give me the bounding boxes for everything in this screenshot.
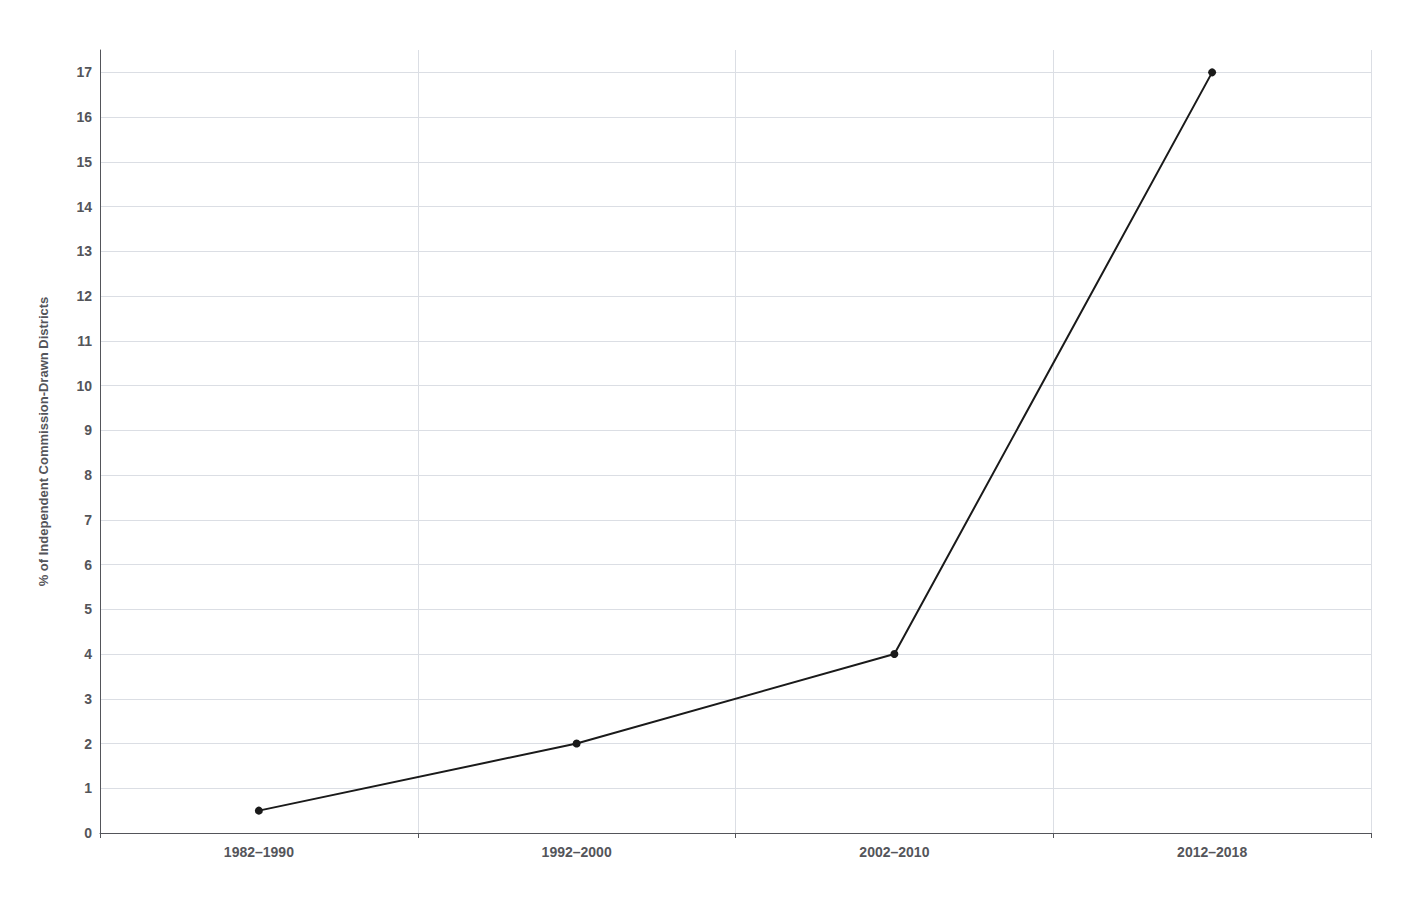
- svg-text:15: 15: [76, 154, 92, 170]
- svg-text:16: 16: [76, 109, 92, 125]
- svg-text:12: 12: [76, 288, 92, 304]
- svg-text:% of Independent Commission-Dr: % of Independent Commission-Drawn Distri…: [36, 297, 51, 587]
- svg-text:4: 4: [84, 646, 92, 662]
- svg-text:2002–2010: 2002–2010: [859, 844, 929, 860]
- svg-text:0: 0: [84, 825, 92, 841]
- svg-text:1992–2000: 1992–2000: [542, 844, 612, 860]
- svg-text:11: 11: [77, 333, 92, 349]
- svg-text:14: 14: [76, 199, 92, 215]
- svg-text:13: 13: [76, 243, 92, 259]
- svg-text:2: 2: [84, 736, 92, 752]
- svg-text:7: 7: [84, 512, 92, 528]
- svg-text:1982–1990: 1982–1990: [224, 844, 294, 860]
- svg-text:8: 8: [84, 467, 92, 483]
- svg-text:1: 1: [84, 780, 92, 796]
- svg-text:5: 5: [84, 601, 92, 617]
- svg-text:10: 10: [76, 378, 92, 394]
- svg-text:2012–2018: 2012–2018: [1177, 844, 1247, 860]
- svg-text:3: 3: [84, 691, 92, 707]
- svg-text:17: 17: [76, 64, 92, 80]
- svg-text:9: 9: [84, 422, 92, 438]
- svg-text:6: 6: [84, 557, 92, 573]
